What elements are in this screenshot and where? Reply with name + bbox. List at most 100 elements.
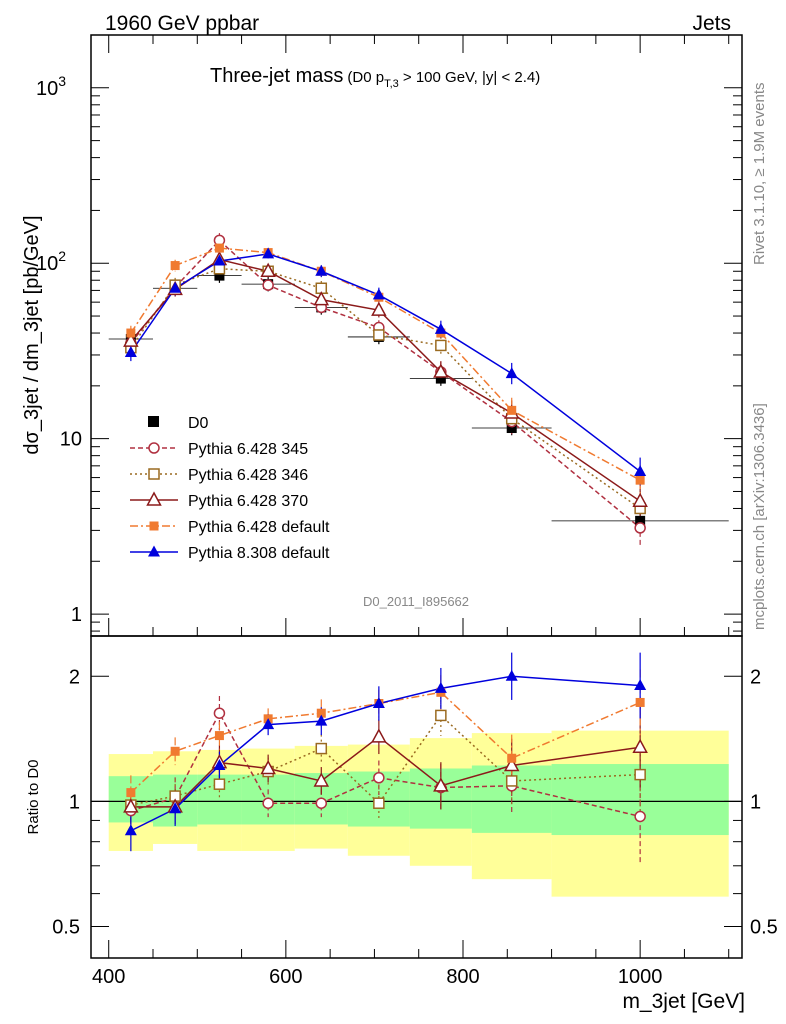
energy-label: 1960 GeV ppbar [105, 12, 259, 35]
legend-marker [146, 491, 162, 506]
legend-marker [149, 521, 159, 531]
data-point [635, 515, 646, 526]
series-point [313, 291, 330, 306]
ratio-point [126, 788, 136, 798]
ratio-point [434, 681, 447, 693]
ratio-point [507, 753, 517, 763]
series-point [260, 262, 276, 278]
legend-label: Pythia 6.428 370 [188, 493, 308, 510]
legend-label: Pythia 8.308 default [188, 545, 330, 562]
legend: D0 Pythia 6.428 345 Pythia 6.428 346 Pythia… [130, 415, 330, 562]
title-cut-rest: > 100 GeV, |y| < 2.4) [399, 69, 541, 86]
series-point [371, 301, 387, 316]
title-cut: (D0 p [347, 69, 384, 86]
legend-label: Pythia 6.428 345 [188, 441, 308, 458]
series-point [433, 363, 449, 378]
ratio-point [213, 707, 226, 719]
ratio-y-tick-label-right: 2 [750, 666, 761, 688]
series-point [213, 254, 226, 266]
ratio-point [371, 728, 387, 743]
series-point [507, 405, 517, 415]
ratio-point [315, 797, 328, 809]
series-point [262, 279, 274, 291]
ratio-point [214, 731, 224, 741]
ratio-y-axis-label: Ratio to D0 [25, 759, 42, 834]
series-point [505, 367, 518, 379]
series-point [262, 247, 275, 259]
ratio-y-tick-label: 1 [69, 791, 80, 813]
series-point [126, 328, 136, 338]
main-panel: 1 10 102 103 Three-jet mass (D0 pT,3 > 100 G… [21, 34, 743, 637]
ratio-point [169, 802, 182, 814]
series-point [634, 522, 646, 534]
x-tick-label: 400 [92, 966, 125, 988]
legend-marker [148, 545, 160, 557]
ratio-point [372, 697, 385, 709]
series-point [434, 322, 447, 334]
ratio-point [634, 810, 646, 823]
ratio-point [213, 759, 226, 771]
analysis-id-label: D0_2011_I895662 [363, 594, 469, 609]
data-point [506, 423, 517, 434]
ratio-point [124, 824, 137, 836]
series-point [170, 261, 180, 271]
ratio-y-tick-label-right: 0.5 [750, 917, 778, 939]
series-line [130, 258, 641, 502]
y-tick-label: 1 [71, 604, 82, 626]
ratio-point [316, 708, 326, 718]
rivet-version-label: Rivet 3.1.10, ≥ 1.9M events [751, 83, 768, 266]
ratio-point [634, 768, 646, 781]
data-point [214, 270, 225, 281]
ratio-point [262, 718, 275, 730]
ratio-point [123, 798, 139, 813]
legend-label: Pythia 6.428 346 [188, 467, 308, 484]
ratio-point [505, 669, 518, 681]
title-main: Three-jet mass [210, 65, 343, 87]
ratio-frame [90, 635, 743, 959]
x-tick-label: 800 [446, 966, 479, 988]
series-point [373, 329, 385, 341]
series-point [435, 339, 447, 352]
x-axis-label: m_3jet [GeV] [622, 990, 745, 1013]
ratio-point [373, 797, 385, 809]
legend-label: Pythia 6.428 default [188, 519, 330, 536]
ratio-point [435, 709, 447, 722]
legend-marker [148, 442, 160, 454]
ratio-point [634, 679, 647, 691]
ratio-point [315, 742, 328, 755]
legend-marker [148, 416, 159, 427]
series-point [124, 345, 137, 357]
ratio-point [262, 797, 274, 809]
ratio-point [260, 759, 276, 775]
y-tick-label: 103 [36, 73, 66, 100]
series-line [130, 239, 641, 529]
ratio-point [635, 697, 645, 707]
ratio-point [433, 777, 449, 792]
series-point [635, 475, 645, 485]
ratio-point [313, 772, 330, 787]
ratio-y-tick-label-right: 1 [750, 791, 761, 813]
series-line [130, 247, 641, 481]
category-label: Jets [692, 12, 731, 35]
legend-marker [148, 468, 160, 480]
ratio-point [170, 746, 180, 756]
series-point [372, 288, 385, 300]
series-point [634, 464, 647, 476]
series-point [315, 264, 328, 276]
ratio-point [503, 756, 520, 772]
series-point [169, 281, 182, 293]
mcplots-label: mcplots.cern.ch [arXiv:1306.3436] [751, 403, 768, 630]
title-cut-sub: T,3 [384, 78, 399, 90]
ratio-point [505, 775, 518, 787]
series-point [632, 492, 648, 507]
ratio-y-tick-label: 0.5 [52, 917, 80, 939]
legend-label: D0 [188, 415, 209, 432]
x-tick-label: 1000 [618, 966, 663, 988]
x-tick-label: 600 [269, 966, 302, 988]
ratio-point [213, 778, 226, 790]
series-point [214, 243, 224, 253]
ratio-y-tick-label: 2 [69, 666, 80, 688]
y-tick-label: 102 [36, 248, 66, 275]
main-title: Three-jet mass (D0 pT,3 > 100 GeV, |y| < … [210, 65, 540, 90]
